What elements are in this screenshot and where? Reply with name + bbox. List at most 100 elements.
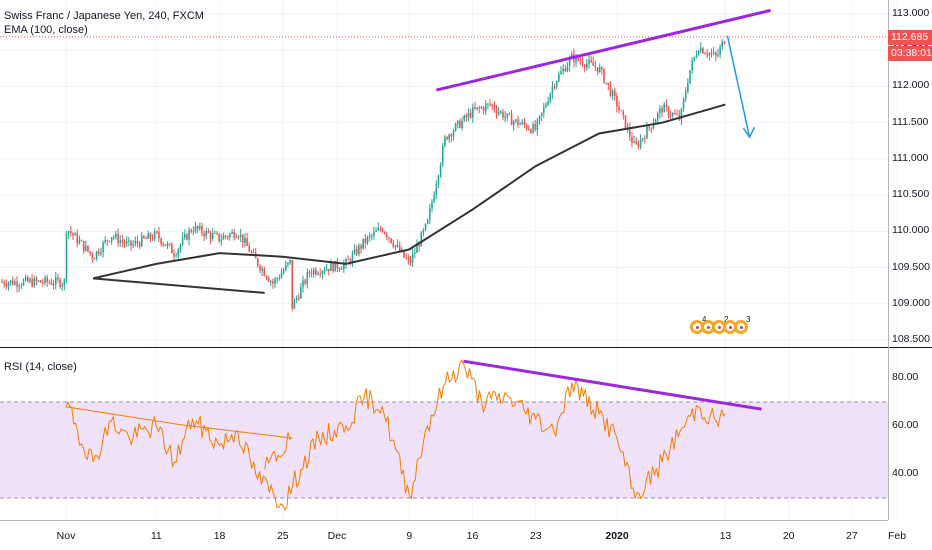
candle-body (59, 279, 61, 287)
price-tick-label: 109.000 (892, 296, 930, 309)
economic-events[interactable]: 4 2 3 (690, 315, 750, 344)
price-axis-border (888, 0, 889, 520)
candle-body (676, 114, 678, 116)
candle-body (93, 258, 96, 260)
candle-body (545, 104, 547, 108)
candle-body (355, 248, 358, 255)
candle-body (644, 138, 646, 140)
candle-body (420, 232, 423, 247)
candle-body (104, 239, 106, 243)
candle-body (171, 244, 173, 254)
candle-body (691, 60, 693, 71)
candle-body (710, 53, 713, 55)
candle-body (603, 69, 605, 83)
candle-body (214, 232, 216, 234)
candle-body (551, 86, 554, 94)
candle-body (564, 68, 567, 72)
candle-body (261, 268, 263, 271)
event-marker[interactable]: 2 (712, 315, 728, 334)
candle-body (177, 249, 180, 256)
candle-body (586, 63, 588, 68)
candle-body (616, 95, 618, 107)
candle-body (431, 201, 433, 209)
candle-body (293, 299, 296, 309)
candle-body (437, 175, 440, 185)
candle-body (115, 233, 117, 238)
candle-body (672, 113, 674, 116)
candle-body (18, 285, 20, 287)
price-tick-label: 111.000 (892, 151, 929, 164)
event-count: 4 (702, 315, 707, 324)
candle-body (140, 235, 143, 247)
candle-body (33, 278, 36, 287)
candle-body (334, 261, 337, 272)
candle-body (641, 138, 644, 140)
candle-body (622, 111, 625, 116)
candle-body (360, 245, 362, 249)
candle-body (583, 65, 586, 68)
candle-body (276, 278, 278, 280)
candle-body (1, 282, 3, 284)
candle-body (472, 107, 474, 118)
candle-body (330, 263, 332, 272)
event-marker[interactable]: 3 (734, 315, 750, 334)
candle-body (134, 240, 137, 244)
candle-body (411, 253, 414, 263)
candle-body (639, 139, 642, 147)
candle-body (7, 282, 10, 287)
candle-body (147, 233, 149, 239)
candle-body (321, 271, 324, 275)
candle-body (95, 251, 98, 259)
candle-body (674, 113, 676, 115)
candle-body (166, 243, 169, 246)
candle-body (306, 272, 309, 284)
candle-body (186, 234, 188, 240)
candle-body (629, 127, 631, 137)
candle-body (156, 231, 158, 233)
candle-body (618, 106, 620, 111)
candle-body (280, 273, 283, 278)
candle-body (398, 244, 401, 252)
candle-body (244, 238, 246, 243)
candle-body (715, 52, 717, 56)
candle-body (607, 82, 610, 86)
candle-body (317, 273, 319, 275)
candle-body (218, 233, 220, 242)
candle-body (719, 47, 721, 55)
time-tick-label: 20 (782, 530, 795, 542)
candle-body (371, 235, 373, 237)
candle-body (579, 60, 582, 62)
candle-body (555, 81, 558, 87)
candle-body (295, 297, 298, 300)
candle-body (143, 235, 145, 239)
candle-body (476, 107, 478, 110)
candle-body (429, 208, 431, 220)
candle-body (403, 249, 405, 258)
candle-body (282, 270, 285, 274)
event-count: 3 (746, 315, 751, 324)
time-tick-label: 11 (150, 530, 162, 542)
time-tick-label: 16 (466, 530, 479, 542)
candle-body (315, 269, 317, 275)
candle-body (11, 280, 14, 285)
candle-body (368, 235, 371, 237)
candle-body (123, 242, 126, 244)
event-marker[interactable] (723, 320, 737, 334)
candle-body (646, 126, 648, 139)
candle-body (207, 230, 210, 233)
rsi-title: RSI (14, close) (4, 361, 77, 373)
time-tick-label: Dec (327, 530, 347, 542)
candle-body (87, 245, 89, 252)
candle-body (656, 112, 659, 120)
candle-body (362, 238, 364, 249)
candle-body (149, 233, 152, 239)
price-tick-label: 108.500 (892, 333, 930, 345)
candle-body (325, 268, 328, 271)
price-tick-label: 111.500 (892, 115, 929, 128)
candle-body (379, 227, 382, 230)
candle-body (441, 145, 444, 165)
candle-body (265, 275, 268, 279)
candle-body (489, 103, 491, 105)
candle-body (484, 104, 487, 111)
